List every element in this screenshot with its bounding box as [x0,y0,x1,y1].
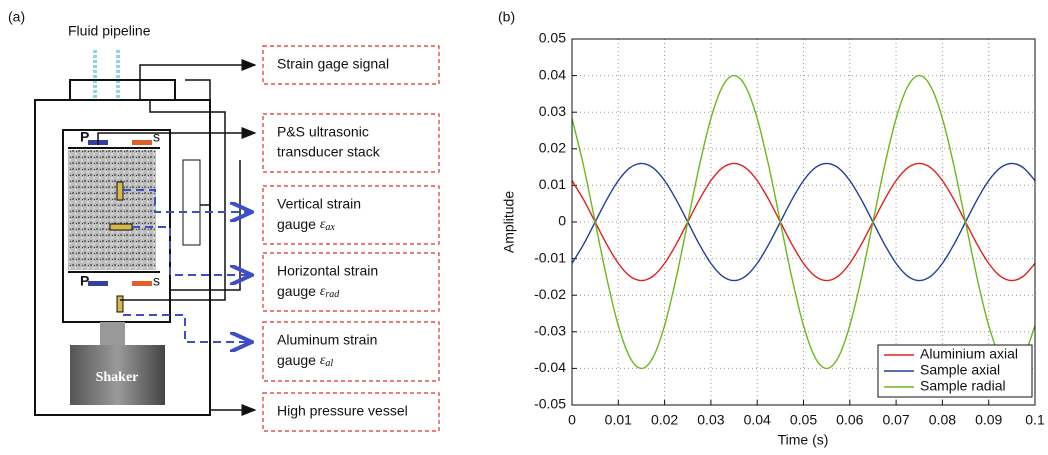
s-label: s [153,273,160,289]
y-tick-label: 0.01 [539,176,566,192]
y-tick-label: 0.03 [539,103,566,119]
gauge-arrow [123,314,250,342]
s-label: s [153,129,160,145]
cap [69,79,176,101]
x-tick-label: 0.08 [929,412,956,428]
panel-label: (b) [498,9,515,25]
y-tick-label: -0.03 [534,323,566,339]
line-series [572,162,1035,282]
subscript: al [325,358,333,369]
gauge-arrow [123,189,250,212]
legend-label: Sample radial [920,378,1006,394]
panel-label: (a) [8,9,25,25]
y-tick-label: 0.04 [539,66,566,82]
box-text: High pressure vessel [277,403,408,419]
y-tick-label: 0 [558,213,566,229]
x-tick-label: 0.06 [836,412,863,428]
label-box [262,321,440,382]
x-tick-label: 0.04 [744,412,771,428]
y-axis-label: Amplitude [501,191,517,253]
x-tick-label: 0.01 [605,412,632,428]
stem [100,322,125,345]
y-tick-label: -0.02 [534,286,566,302]
box-text: gauge εrad [277,283,340,301]
x-axis-label: Time (s) [778,432,829,448]
shaker-label: Shaker [96,370,139,385]
x-tick-label: 0 [568,412,576,428]
box-text: Horizontal strain [277,263,378,279]
label-box [262,113,440,173]
gauge [116,181,124,201]
box-text: Strain gage signal [277,56,389,72]
diagram: (a) Fluid pipeline P s P s Shaker Strain… [8,9,440,432]
box-text: gauge εal [277,352,333,370]
shaker [70,345,165,405]
subscript: rad [325,289,340,300]
symbol: ε [320,284,326,299]
line-series [572,162,1035,282]
p-label: P [80,129,89,145]
box-text: gauge εax [277,216,335,234]
legend-label: Aluminium axial [920,346,1018,362]
x-tick-label: 0.1 [1025,412,1045,428]
gauge-arrow [132,226,250,275]
y-tick-label: 0.05 [539,30,566,46]
subscript: ax [325,222,335,233]
wire [97,127,257,145]
gauge [109,223,133,231]
wire [185,79,211,206]
label-box [262,392,440,432]
x-tick-label: 0.07 [882,412,909,428]
symbol: ε [320,353,326,368]
p-label: P [80,273,89,289]
y-tick-label: -0.01 [534,249,566,265]
x-tick-label: 0.02 [651,412,678,428]
wire [120,100,226,301]
symbol: ε [320,217,326,232]
box-text: P&S ultrasonic [277,124,369,140]
transducer [132,281,152,286]
box-text: transducer stack [277,144,381,160]
y-tick-label: -0.05 [534,396,566,412]
y-tick-label: 0.02 [539,140,566,156]
box-text: gauge [277,283,316,299]
box-text: gauge [277,352,316,368]
pipeline-label: Fluid pipeline [68,23,151,39]
axes-frame [571,38,1036,406]
legend-label: Sample axial [920,362,1000,378]
label-box [262,185,440,245]
gauge [116,295,124,313]
x-tick-label: 0.03 [697,412,724,428]
label-box [262,252,440,312]
box-text: Aluminum strain [277,332,377,348]
wire [139,59,257,100]
x-tick-label: 0.05 [790,412,817,428]
box-text: Vertical strain [277,196,361,212]
line-series [572,74,1035,370]
transducer [132,140,152,145]
sample [68,150,156,270]
connector [182,159,201,246]
x-tick-label: 0.09 [975,412,1002,428]
chart: (b) Time (s) Amplitude -0.05 -0.04 -0.03 -0… [498,9,1045,448]
wire [170,160,241,291]
label-box [262,45,440,85]
box-text: gauge [277,216,316,232]
transducer [88,281,108,286]
y-tick-label: -0.04 [534,359,566,375]
